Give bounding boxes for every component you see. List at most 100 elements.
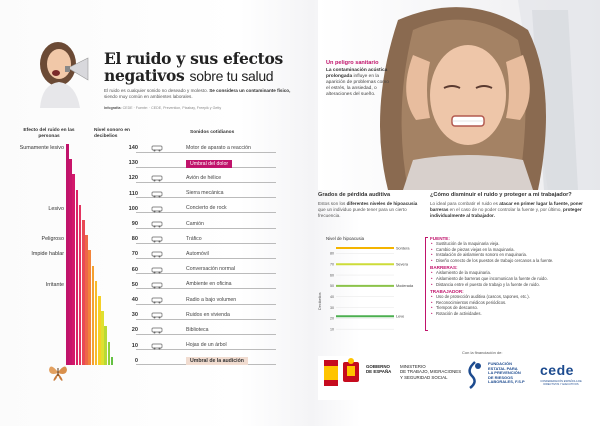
scale-rule [136, 227, 276, 228]
db-level-label: 80 [131, 236, 138, 243]
scale-rule [136, 181, 276, 183]
intro-text: El ruido es cualquier sonido no deseado … [104, 88, 291, 99]
db-level-label: 10 [131, 342, 138, 349]
sound-source-label: Automóvil [186, 250, 209, 257]
sound-source-label: Avión de hélice [186, 174, 222, 181]
db-level-label: 90 [131, 221, 138, 227]
chart-ytick-label: 80 [330, 252, 334, 256]
financing-label: Con la financiación de: [462, 350, 503, 355]
stressed-woman-photo [318, 0, 600, 190]
government-logo-text: GOBIERNO DE ESPAÑA [366, 364, 392, 375]
sound-source-label: Umbral de la audición [186, 357, 248, 366]
radio-icon [151, 297, 163, 304]
spain-flag-icon [324, 360, 338, 386]
foundation-logo-icon [468, 361, 481, 389]
chart-ytick-label: 10 [330, 327, 334, 331]
sound-source-label: Hojas de un árbol [186, 342, 227, 349]
measure-item: Uso de protección auditiva (cascos, tapo… [430, 294, 590, 300]
scale-rule [136, 242, 276, 244]
db-level-label: 110 [128, 190, 138, 197]
db-level-label: 60 [131, 266, 138, 273]
chart-ylabel: Decibelios [318, 292, 322, 310]
sound-source-label: Radio a bajo volumen [186, 296, 237, 303]
hearing-loss-text: Estos son los diferentes niveles de hipo… [318, 201, 418, 218]
cede-logo-subtitle: CONFEDERACIÓN ESPAÑOLA DE DIRECTIVOS Y E… [540, 380, 582, 387]
sound-source-label: Umbral del dolor [186, 159, 233, 168]
foundation-logo-text: FUNDACIÓN ESTATAL PARA LA PREVENCIÓN DE … [488, 361, 525, 385]
sound-source-label: Concierto de rock [186, 205, 227, 212]
leaf-icon [151, 343, 163, 350]
hearing-loss-chart-svg: Decibelios 80 70 60 50 40 30 20 10 Sordera Severa M… [318, 246, 414, 331]
measure-item: Reconocimientos médicos periódicos. [430, 300, 590, 306]
house-icon [151, 312, 163, 319]
coat-of-arms-icon [343, 358, 359, 382]
sound-source-label: Tráfico [186, 235, 202, 242]
sound-source-label: Sierra mecánica [186, 190, 224, 197]
woman-megaphone-illustration [40, 42, 89, 108]
scale-rule [136, 349, 276, 350]
impact-label: Impide hablar [31, 251, 64, 258]
chart-series-label: Severa [396, 263, 409, 267]
level-bar [75, 189, 79, 365]
db-level-label: 0 [134, 357, 138, 364]
ministry-logo-text: MINISTERIO DE TRABAJO, MIGRACIONES Y SEG… [400, 364, 462, 380]
impact-label: Lesivo [48, 205, 64, 212]
db-level-label: 140 [128, 145, 138, 151]
sound-source-label: Ruidos en vivienda [186, 311, 230, 318]
scale-rule [136, 318, 276, 320]
office-icon [151, 282, 163, 289]
scale-rule [136, 303, 276, 304]
level-bar [110, 356, 114, 365]
impact-label: Sumamente lesivo [19, 145, 64, 151]
measures-bracket [425, 237, 428, 331]
level-bar [91, 265, 95, 365]
impact-column-header: Efecto del ruido en las personas [23, 128, 75, 139]
truck-icon [151, 221, 163, 228]
measures-list: FUENTE:Sustitución de la maquinaria viej… [430, 236, 590, 319]
scale-rule [136, 212, 276, 213]
protect-text: Lo ideal para combatir el ruido es ataca… [430, 201, 583, 218]
sources-column-header: Sonidos cotidianos [190, 130, 235, 135]
phone-icon [151, 267, 163, 274]
measure-item: Aislamiento de la maquinaria. [430, 270, 590, 276]
chart-ytick-label: 50 [330, 284, 334, 288]
danger-heading: Un peligro sanitario [326, 60, 379, 66]
hearing-loss-chart: Nivel de hipoacusia Decibelios 80 70 60 50 40… [318, 234, 422, 354]
chart-ytick-label: 40 [330, 295, 334, 299]
measure-item: Sustitución de la maquinaria vieja. [430, 241, 590, 247]
db-level-label: 40 [131, 297, 138, 303]
chart-series-label: Moderada [396, 284, 414, 288]
butterfly-illustration [49, 366, 67, 381]
sponsors-footer: GOBIERNO DE ESPAÑA MINISTERIO DE TRABAJO… [318, 356, 590, 400]
sound-source-label: Motor de aparato a reacción [186, 144, 251, 151]
scale-rule [136, 197, 276, 198]
credits-line: Infografía: CEDE · Fuente: · CEDE, Preve… [104, 106, 222, 110]
car-icon [151, 252, 163, 258]
scale-rule [136, 288, 276, 289]
level-bar [69, 159, 72, 365]
level-bar [101, 311, 104, 365]
level-bar [107, 341, 111, 365]
chart-ytick-label: 60 [330, 273, 334, 277]
level-bar [104, 326, 107, 365]
level-column-header: Nivel sonoro en decibelios [94, 128, 130, 139]
measure-item: Aislamiento de barreras que incomunican … [430, 276, 590, 282]
saw-icon [151, 191, 163, 198]
sound-source-label: Ambiente en oficina [186, 281, 232, 288]
traffic-icon [151, 236, 163, 243]
scale-rule [136, 273, 276, 274]
books-icon [151, 328, 163, 334]
scale-rule [136, 151, 276, 152]
impact-label: Peligroso [41, 236, 64, 243]
db-level-label: 100 [128, 205, 138, 212]
measure-item: Distancia entre el puesto de trabajo y l… [430, 282, 590, 288]
plane-icon [151, 145, 163, 152]
measure-item: Cambio de piezas viejas en la maquinaria… [430, 247, 590, 253]
measure-group-heading: TRABAJADOR: [430, 289, 464, 295]
db-level-label: 120 [128, 175, 138, 182]
impact-label: Irritante [45, 281, 64, 288]
chart-ytick-label: 30 [330, 306, 334, 310]
page-title: El ruido y sus efectos negativos sobre t… [104, 49, 283, 85]
measure-item: Rotación de actividades. [430, 311, 590, 317]
level-bar [72, 174, 75, 365]
